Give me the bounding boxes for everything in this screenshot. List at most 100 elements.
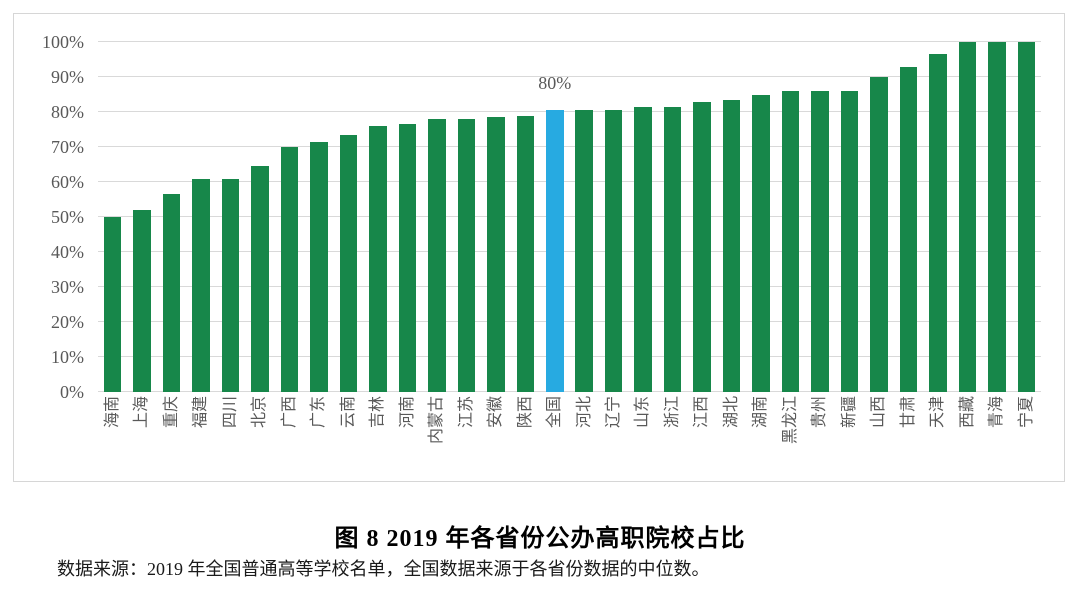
y-axis-tick-label-40%: 40% — [51, 242, 84, 262]
y-axis-tick-label-30%: 30% — [51, 277, 84, 297]
x-axis-tick-福建: 福建 — [186, 396, 215, 484]
x-axis-tick-label: 西藏 — [958, 396, 976, 429]
gridline-90 — [98, 76, 1041, 77]
x-axis-tick-label: 广东 — [310, 396, 328, 429]
y-axis-tick-label-0%: 0% — [60, 382, 84, 402]
gridline-100 — [98, 41, 1041, 42]
x-axis-tick-label: 新疆 — [840, 396, 858, 429]
x-axis-tick-label: 河南 — [398, 396, 416, 429]
y-axis-tick-label-50%: 50% — [51, 207, 84, 227]
bar-slot — [304, 42, 333, 392]
bar-广东 — [310, 141, 328, 392]
x-axis-tick-浙江: 浙江 — [658, 396, 687, 484]
bar-山东 — [634, 106, 652, 392]
gridline-70 — [98, 146, 1041, 147]
bar-slot — [157, 42, 186, 392]
bar-slot — [953, 42, 982, 392]
bar-西藏 — [958, 42, 977, 392]
bar-四川 — [221, 178, 240, 392]
chart-area: 0% 10% 20% 30% 40% 50% 60% 70% 80% 90% 100% 80% 海南… — [13, 13, 1065, 482]
bar-slot — [452, 42, 481, 392]
bar-slot — [805, 42, 834, 392]
x-axis-tick-贵州: 贵州 — [805, 396, 834, 484]
bar-slot — [245, 42, 274, 392]
bar-甘肃 — [899, 66, 918, 392]
bar-slot — [540, 42, 569, 392]
x-axis-tick-河北: 河北 — [570, 396, 599, 484]
bar-内蒙古 — [428, 119, 446, 392]
bar-北京 — [251, 166, 269, 392]
y-axis-tick-label-10%: 10% — [51, 347, 84, 367]
x-axis-tick-label: 江西 — [693, 396, 711, 429]
x-axis-tick-label: 重庆 — [162, 396, 180, 429]
bar-slot — [216, 42, 245, 392]
bar-江苏 — [457, 119, 476, 392]
bar-陕西 — [516, 115, 535, 392]
bar-slot — [894, 42, 923, 392]
x-axis-tick-label: 青海 — [988, 396, 1006, 429]
bar-slot — [658, 42, 687, 392]
x-axis-tick-label: 广西 — [280, 396, 298, 429]
x-axis-tick-label: 黑龙江 — [781, 396, 799, 445]
national-average-annotation: 80% — [538, 73, 572, 93]
bar-吉林 — [369, 126, 387, 392]
bar-河北 — [575, 110, 593, 392]
x-axis-tick-label: 甘肃 — [899, 396, 917, 429]
bar-海南 — [103, 217, 122, 392]
x-axis-tick-全国: 全国 — [540, 396, 569, 484]
plot-area — [98, 41, 1041, 392]
x-axis-tick-label: 辽宁 — [604, 396, 622, 429]
bar-全国 — [546, 110, 564, 392]
x-axis-tick-湖南: 湖南 — [746, 396, 775, 484]
x-axis-tick-天津: 天津 — [923, 396, 952, 484]
x-axis-tick-label: 内蒙古 — [428, 396, 446, 445]
bar-slot — [422, 42, 451, 392]
gridline-50 — [98, 216, 1041, 217]
x-axis-tick-云南: 云南 — [334, 396, 363, 484]
bar-slot — [923, 42, 952, 392]
x-axis-tick-label: 湖北 — [722, 396, 740, 429]
bar-上海 — [133, 210, 151, 392]
gridline-30 — [98, 286, 1041, 287]
x-axis-line — [98, 391, 1041, 392]
x-axis-tick-label: 江苏 — [457, 396, 475, 429]
x-axis-tick-湖北: 湖北 — [717, 396, 746, 484]
bar-slot — [511, 42, 540, 392]
bar-江西 — [693, 101, 711, 392]
bar-广西 — [280, 147, 299, 392]
bar-slot — [717, 42, 746, 392]
y-axis-tick-label-100%: 100% — [42, 32, 84, 52]
data-source-note: 数据来源：2019 年全国普通高等学校名单，全国数据来源于各省份数据的中位数。 — [57, 559, 710, 579]
bar-slot — [1012, 42, 1041, 392]
bar-slot — [481, 42, 510, 392]
x-axis-tick-宁夏: 宁夏 — [1012, 396, 1041, 484]
bar-云南 — [339, 134, 358, 392]
x-axis-tick-海南: 海南 — [98, 396, 127, 484]
gridline-40 — [98, 251, 1041, 252]
bar-浙江 — [663, 106, 682, 392]
x-axis-tick-label: 上海 — [133, 396, 151, 429]
bar-slot — [599, 42, 628, 392]
y-axis-tick-label-70%: 70% — [51, 137, 84, 157]
x-axis-tick-label: 全国 — [546, 396, 564, 429]
x-axis-tick-甘肃: 甘肃 — [894, 396, 923, 484]
bar-新疆 — [840, 91, 859, 392]
bar-slot — [687, 42, 716, 392]
bar-slot — [334, 42, 363, 392]
bar-slot — [275, 42, 304, 392]
x-axis-tick-label: 吉林 — [369, 396, 387, 429]
x-axis-tick-重庆: 重庆 — [157, 396, 186, 484]
bar-slot — [628, 42, 657, 392]
bar-贵州 — [811, 91, 829, 392]
x-axis-tick-内蒙古: 内蒙古 — [422, 396, 451, 484]
x-axis-tick-青海: 青海 — [982, 396, 1011, 484]
gridline-80 — [98, 111, 1041, 112]
bar-福建 — [192, 178, 210, 392]
x-axis-tick-label: 贵州 — [811, 396, 829, 429]
x-axis-tick-label: 浙江 — [663, 396, 681, 429]
y-axis-tick-label-80%: 80% — [51, 102, 84, 122]
x-axis-tick-山西: 山西 — [864, 396, 893, 484]
x-axis-tick-label: 河北 — [575, 396, 593, 429]
x-axis-tick-黑龙江: 黑龙江 — [776, 396, 805, 484]
x-axis-tick-label: 陕西 — [516, 396, 534, 429]
